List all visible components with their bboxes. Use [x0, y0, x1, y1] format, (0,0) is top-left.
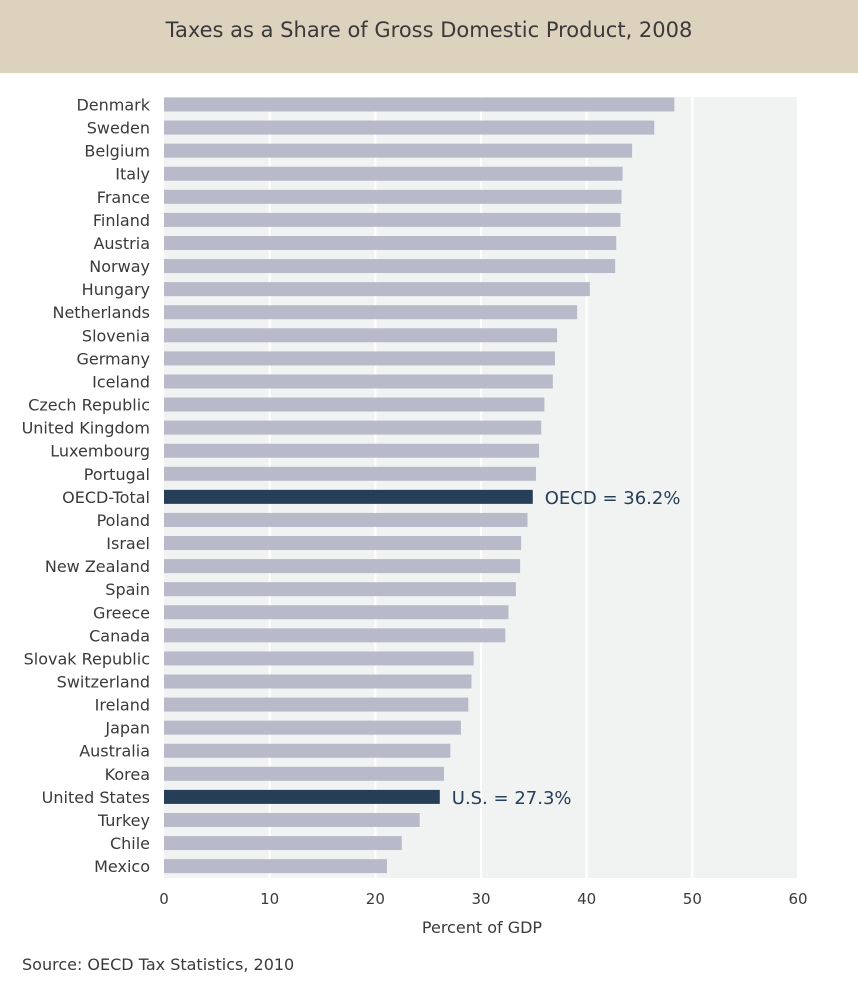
x-tick-labels: 0 10 20 30 40 50 60 — [159, 890, 807, 908]
category-label: Ireland — [95, 696, 150, 715]
bar-germany — [164, 351, 555, 366]
category-label: Czech Republic — [28, 396, 150, 415]
bar-switzerland — [164, 674, 472, 689]
category-label: Greece — [93, 603, 150, 622]
category-label: Finland — [93, 211, 150, 230]
category-label: New Zealand — [45, 557, 150, 576]
category-label: Israel — [106, 534, 150, 553]
bar-hungary — [164, 282, 590, 297]
source-note: Source: OECD Tax Statistics, 2010 — [22, 955, 295, 974]
category-label: Spain — [105, 580, 150, 599]
bar-ireland — [164, 697, 469, 712]
category-label: Turkey — [97, 811, 150, 830]
category-label: Italy — [115, 165, 150, 184]
bar-france — [164, 189, 622, 204]
category-label: Korea — [105, 765, 150, 784]
category-label: Netherlands — [52, 303, 150, 322]
category-label: Sweden — [87, 119, 150, 138]
bar-iceland — [164, 374, 553, 389]
category-label: Germany — [76, 349, 150, 368]
category-label: Hungary — [82, 280, 150, 299]
x-tick-label: 30 — [471, 890, 490, 908]
bar-slovenia — [164, 328, 558, 343]
category-label: OECD-Total — [62, 488, 150, 507]
category-labels: Denmark Sweden Belgium Italy France Finland Au… — [22, 96, 151, 877]
category-label: United Kingdom — [22, 419, 150, 438]
bar-chile — [164, 836, 402, 851]
bar-israel — [164, 536, 522, 551]
bars — [164, 97, 675, 874]
bar-greece — [164, 605, 509, 620]
bar-spain — [164, 582, 516, 597]
bar-belgium — [164, 143, 633, 158]
category-label: Norway — [89, 257, 150, 276]
bar-portugal — [164, 466, 536, 481]
category-label: Belgium — [84, 142, 150, 161]
category-label: Portugal — [84, 465, 150, 484]
bar-australia — [164, 743, 451, 758]
bar-luxembourg — [164, 443, 540, 458]
category-label: Iceland — [92, 372, 150, 391]
bar-czech-republic — [164, 397, 545, 412]
bar-korea — [164, 766, 445, 781]
bar-oecd-total — [164, 489, 533, 504]
category-label: Luxembourg — [50, 442, 150, 461]
bar-annotation: OECD = 36.2% — [545, 488, 681, 509]
bar-united-states — [164, 789, 440, 804]
bar-italy — [164, 166, 623, 181]
category-label: Chile — [110, 834, 150, 853]
category-label: United States — [42, 788, 150, 807]
bar-canada — [164, 628, 506, 643]
x-tick-label: 50 — [683, 890, 702, 908]
bar-new-zealand — [164, 559, 521, 574]
x-axis-label: Percent of GDP — [422, 918, 543, 937]
x-tick-label: 10 — [260, 890, 279, 908]
bar-finland — [164, 212, 621, 227]
annotations: OECD = 36.2% U.S. = 27.3% — [452, 488, 681, 809]
bar-slovak-republic — [164, 651, 474, 666]
bar-netherlands — [164, 305, 578, 320]
bar-mexico — [164, 859, 387, 874]
category-label: Slovak Republic — [24, 649, 150, 668]
category-label: Canada — [89, 626, 150, 645]
category-label: Slovenia — [82, 326, 150, 345]
chart-title: Taxes as a Share of Gross Domestic Produ… — [165, 18, 693, 42]
header-band — [0, 0, 858, 73]
category-label: Austria — [93, 234, 150, 253]
bar-poland — [164, 512, 528, 527]
category-label: Switzerland — [57, 673, 150, 692]
bar-united-kingdom — [164, 420, 542, 435]
bar-norway — [164, 259, 616, 274]
bar-turkey — [164, 812, 420, 827]
category-label: Australia — [79, 742, 150, 761]
x-tick-label: 0 — [159, 890, 169, 908]
x-tick-label: 20 — [366, 890, 385, 908]
category-label: Denmark — [76, 96, 150, 115]
x-tick-label: 60 — [788, 890, 807, 908]
bar-annotation: U.S. = 27.3% — [452, 788, 572, 809]
category-label: Japan — [104, 719, 150, 738]
category-label: Mexico — [94, 857, 150, 876]
bar-austria — [164, 235, 617, 250]
bar-japan — [164, 720, 461, 735]
x-tick-label: 40 — [577, 890, 596, 908]
bar-denmark — [164, 97, 675, 112]
category-label: France — [97, 188, 150, 207]
category-label: Poland — [97, 511, 150, 530]
bar-sweden — [164, 120, 655, 135]
